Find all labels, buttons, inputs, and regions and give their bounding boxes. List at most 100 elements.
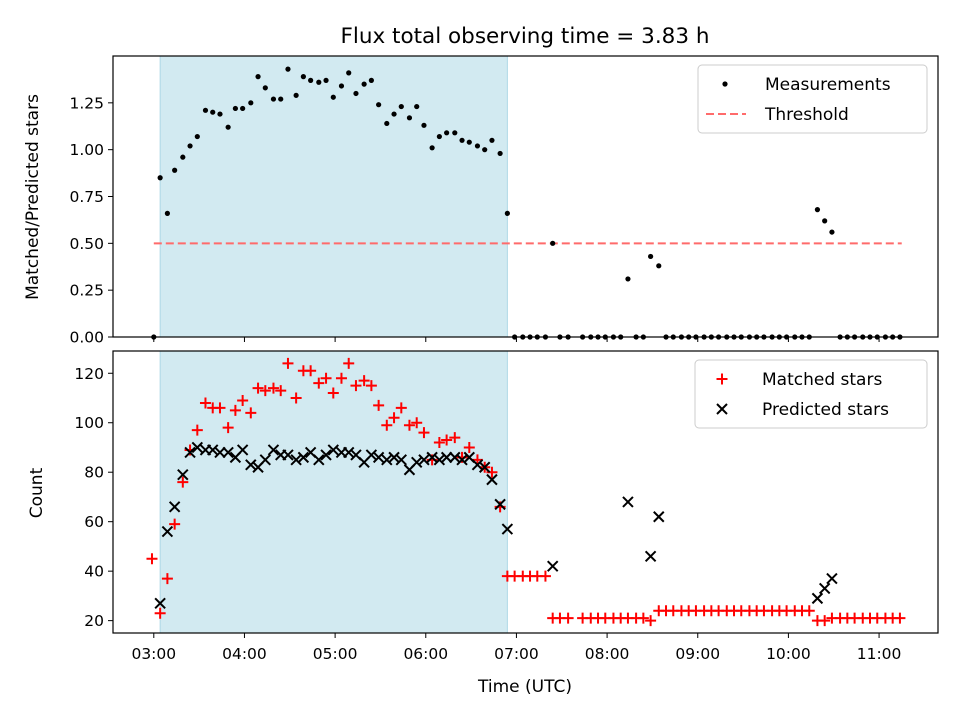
predicted-star-point bbox=[418, 454, 430, 466]
top-panel: 0.00 0.25 0.50 0.75 1.00 1.25 Measurements Thre… bbox=[69, 55, 939, 347]
measurement-point bbox=[436, 133, 442, 140]
measurement-point bbox=[323, 77, 329, 83]
matched-star-point bbox=[177, 476, 189, 488]
measurement-point bbox=[466, 139, 472, 145]
measurement-point bbox=[489, 137, 495, 143]
predicted-star-point bbox=[259, 454, 272, 466]
chart-title: Flux total observing time = 3.83 h bbox=[341, 24, 710, 49]
matched-star-point bbox=[803, 605, 815, 617]
measurement-point bbox=[308, 77, 314, 83]
matched-star-point bbox=[562, 612, 574, 624]
measurement-point bbox=[330, 94, 336, 100]
measurement-point bbox=[414, 103, 420, 110]
measurement-point bbox=[346, 70, 352, 76]
matched-star-point bbox=[358, 375, 370, 387]
predicted-star-point bbox=[818, 582, 831, 595]
predicted-star-point bbox=[456, 454, 468, 466]
measurement-point bbox=[550, 240, 556, 246]
measurement-point bbox=[248, 100, 254, 106]
measurement-point bbox=[497, 150, 503, 157]
predicted-star-point bbox=[546, 560, 559, 572]
matched-star-point bbox=[169, 518, 181, 530]
measurement-point bbox=[172, 167, 178, 173]
matched-star-point bbox=[365, 380, 377, 392]
measurement-point bbox=[300, 74, 306, 80]
matched-star-point bbox=[539, 570, 551, 582]
legend-matched-marker bbox=[716, 373, 728, 385]
y-tick-label: 80 bbox=[84, 464, 104, 482]
predicted-star-point bbox=[372, 451, 385, 464]
predicted-star-point bbox=[214, 446, 226, 459]
predicted-star-point bbox=[622, 496, 634, 508]
matched-star-point bbox=[373, 399, 385, 411]
predicted-star-point bbox=[440, 451, 453, 464]
predicted-star-point bbox=[388, 451, 400, 464]
matched-star-point bbox=[433, 437, 445, 449]
matched-star-point bbox=[305, 365, 317, 377]
predicted-star-point bbox=[343, 446, 355, 459]
measurement-point bbox=[368, 77, 374, 83]
measurement-point bbox=[361, 81, 367, 87]
legend-label: Predicted stars bbox=[762, 400, 889, 420]
measurement-point bbox=[180, 154, 186, 160]
matched-star-point bbox=[645, 615, 657, 627]
measurement-point bbox=[293, 92, 299, 98]
predicted-star-point bbox=[494, 498, 506, 511]
predicted-star-point bbox=[297, 451, 310, 464]
predicted-star-point bbox=[320, 449, 332, 461]
measurement-point bbox=[406, 115, 413, 121]
x-tick-label: 03:00 bbox=[131, 645, 176, 663]
measurement-point bbox=[625, 276, 631, 282]
legend-box bbox=[697, 64, 928, 134]
matched-star-point bbox=[313, 377, 325, 389]
measurement-point bbox=[194, 133, 200, 140]
matched-star-point bbox=[229, 404, 241, 416]
measurement-point bbox=[157, 175, 163, 181]
matched-star-point bbox=[282, 357, 294, 369]
measurement-point bbox=[391, 111, 397, 117]
y-tick-label: 60 bbox=[84, 513, 104, 531]
predicted-star-point bbox=[191, 441, 204, 454]
measurement-point bbox=[474, 143, 481, 149]
matched-star-point bbox=[191, 424, 203, 436]
predicted-star-point bbox=[381, 454, 393, 466]
legend-label: Measurements bbox=[765, 75, 891, 95]
predicted-star-point bbox=[501, 523, 514, 535]
measurement-point bbox=[232, 105, 238, 112]
matched-star-point bbox=[154, 607, 166, 619]
measurement-point bbox=[504, 210, 510, 216]
matched-star-point bbox=[637, 612, 649, 624]
matched-star-point bbox=[388, 412, 400, 424]
bottom-y-axis-label: Count bbox=[27, 467, 47, 518]
bottom-panel: 20 40 60 80 100 120 03:00 04:00 05:00 06:00 07:00 0… bbox=[74, 350, 939, 663]
matched-star-point bbox=[275, 385, 287, 397]
legend-measurements-marker bbox=[722, 81, 728, 87]
predicted-star-point bbox=[207, 444, 219, 456]
predicted-star-point bbox=[653, 511, 665, 523]
measurement-point bbox=[338, 83, 345, 89]
matched-star-point bbox=[327, 387, 339, 399]
x-tick-label: 09:00 bbox=[675, 645, 720, 663]
predicted-star-point bbox=[811, 592, 824, 605]
matched-star-point bbox=[252, 382, 264, 394]
matched-star-point bbox=[463, 441, 475, 453]
y-tick-label: 1.25 bbox=[69, 94, 104, 112]
x-tick-label: 07:00 bbox=[494, 645, 539, 663]
y-tick-label: 20 bbox=[84, 612, 104, 630]
measurement-point bbox=[829, 229, 835, 235]
measurement-point bbox=[398, 103, 404, 110]
predicted-star-point bbox=[313, 454, 325, 466]
predicted-star-point bbox=[184, 446, 196, 459]
predicted-star-point bbox=[161, 525, 174, 538]
matched-star-point bbox=[290, 392, 302, 404]
matched-star-point bbox=[449, 432, 461, 444]
matched-star-point bbox=[259, 385, 271, 397]
measurement-point bbox=[210, 109, 216, 115]
measurement-point bbox=[459, 137, 465, 143]
measurement-point bbox=[270, 96, 277, 102]
measurement-point bbox=[384, 120, 390, 127]
measurement-point bbox=[240, 105, 246, 112]
x-tick-label: 08:00 bbox=[585, 645, 630, 663]
measurement-point bbox=[255, 74, 261, 80]
measurement-point bbox=[376, 102, 382, 108]
